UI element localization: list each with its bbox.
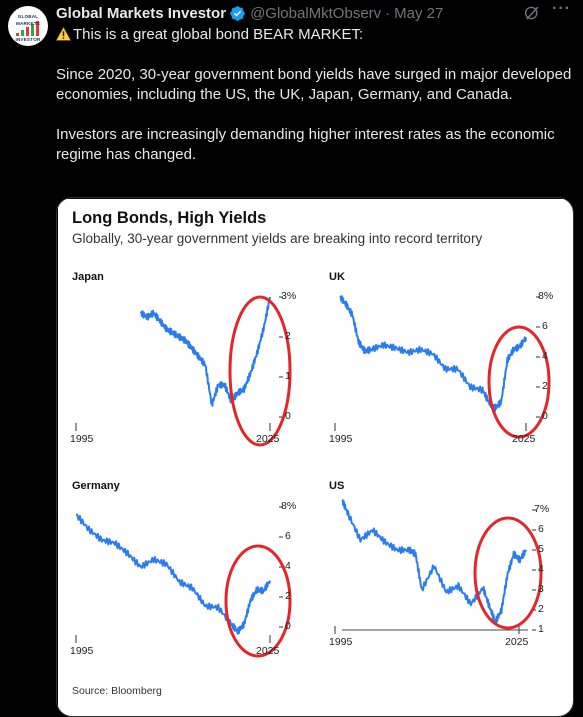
charts-canvas [75,295,551,658]
series-line-japan [139,296,271,407]
author-handle[interactable]: @GlobalMktObserv [250,4,382,22]
series-line-germany [75,513,271,635]
x-tick-us-0: 1995 [329,636,353,648]
series-line-us [341,499,527,624]
highlight-circle-germany [224,544,292,658]
y-tick-us-6: 1 [538,623,544,635]
y-tick-uk-4: 0 [542,410,548,422]
y-tick-us-3: 4 [538,563,544,575]
highlight-circle-japan [228,295,292,447]
y-tick-us-0: 7% [534,503,550,515]
chart-source: Source: Bloomberg [72,685,162,697]
grok-icon[interactable] [523,4,541,22]
avatar-text-3: INVESTOR [15,37,41,42]
y-tick-japan-3: 0 [285,410,291,422]
y-tick-us-2: 5 [538,543,544,555]
x-tick-germany-0: 1995 [70,645,94,657]
verified-badge-icon [230,5,245,21]
series-line-uk [339,295,527,412]
x-tick-us-1: 2025 [505,636,529,648]
avatar[interactable]: GLOBAL MARKETS INVESTOR [8,6,48,46]
y-tick-germany-0: 8% [281,500,297,512]
media-card[interactable]: Long Bonds, High Yields Globally, 30-yea… [56,197,574,717]
y-tick-uk-1: 6 [542,320,548,332]
tweet-line-1: This is a great global bond BEAR MARKET: [56,25,576,45]
highlight-circle-uk [487,325,551,439]
chart-image: Long Bonds, High Yields Globally, 30-yea… [58,199,573,716]
y-tick-japan-0: 3% [281,290,297,302]
panel-title-uk: UK [329,271,345,283]
avatar-logo [16,21,39,36]
x-tick-uk-1: 2025 [512,433,536,445]
y-tick-japan-2: 1 [285,370,291,382]
tweet-date[interactable]: May 27 [394,4,444,22]
y-tick-germany-1: 6 [285,530,291,542]
panel-title-us: US [329,480,345,492]
y-tick-uk-3: 2 [542,380,548,392]
y-tick-uk-2: 4 [542,350,548,362]
tweet-paragraph-3: Investors are increasingly demanding hig… [56,126,555,163]
author-name[interactable]: Global Markets Investor [56,4,227,22]
x-tick-japan-1: 2025 [256,433,280,445]
x-tick-uk-0: 1995 [329,433,353,445]
separator-dot: · [385,4,391,22]
y-tick-us-4: 3 [538,583,544,595]
x-tick-japan-0: 1995 [70,433,94,445]
y-tick-germany-3: 2 [285,590,291,602]
tweet-text: This is a great global bond BEAR MARKET:… [56,25,576,165]
y-tick-uk-0: 8% [538,290,554,302]
highlight-circle-us [473,516,543,630]
chart-subtitle: Globally, 30-year government yields are … [72,231,483,246]
avatar-text-1: GLOBAL [17,14,39,19]
avatar-text-2: MARKETS [15,21,41,26]
y-tick-germany-2: 4 [285,560,291,572]
tweet-header: Global Markets Investor @GlobalMktObserv… [56,0,573,23]
warning-icon [56,27,71,41]
panel-title-germany: Germany [72,480,120,492]
y-tick-germany-4: 0 [285,620,291,632]
x-tick-germany-1: 2025 [256,645,280,657]
y-tick-us-5: 2 [538,603,544,615]
more-icon[interactable]: ··· [552,0,571,17]
chart-title: Long Bonds, High Yields [72,209,267,227]
y-tick-japan-1: 2 [285,330,291,342]
tweet-paragraph-2: Since 2020, 30-year government bond yiel… [56,66,572,103]
y-tick-us-1: 6 [538,523,544,535]
panel-title-japan: Japan [72,271,104,283]
tweet-line-1-text: This is a great global bond BEAR MARKET: [73,26,364,43]
